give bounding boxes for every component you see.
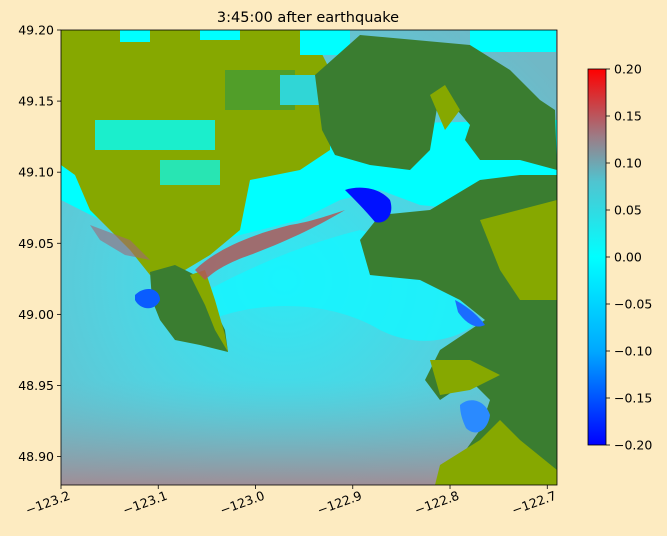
x-tick-label: −123.1 xyxy=(121,488,170,518)
y-axis: 48.90 48.95 49.00 49.05 49.10 49.15 49.20 xyxy=(18,23,61,464)
colorbar-tick-label: −0.15 xyxy=(614,391,652,406)
colorbar-tick-label: −0.10 xyxy=(614,344,652,359)
colorbar-tick-label: 0.05 xyxy=(614,203,642,218)
x-tick-label: −122.7 xyxy=(510,488,559,518)
x-axis: −123.2 −123.1 −123.0 −122.9 −122.8 −122.7 xyxy=(23,485,558,518)
y-tick-label: 48.90 xyxy=(18,449,54,464)
chart-title: 3:45:00 after earthquake xyxy=(217,10,399,26)
y-tick-label: 49.20 xyxy=(18,23,54,38)
y-tick-label: 48.95 xyxy=(18,378,54,393)
y-tick-label: 49.15 xyxy=(18,94,54,109)
colorbar-tick-label: −0.05 xyxy=(614,297,652,312)
colorbar-tick-label: 0.10 xyxy=(614,156,642,171)
plot-frame xyxy=(60,29,558,486)
colorbar-tick-label: 0.20 xyxy=(614,62,642,77)
y-tick-label: 49.05 xyxy=(18,236,54,251)
colorbar-axis: −0.20 −0.15 −0.10 −0.05 0.00 0.05 0.10 0.15 0.20 xyxy=(606,62,652,453)
y-tick-label: 49.10 xyxy=(18,165,54,180)
x-tick-label: −123.2 xyxy=(23,488,72,518)
x-tick-label: −122.9 xyxy=(315,488,364,518)
colorbar-tick-label: 0.00 xyxy=(614,250,642,265)
x-tick-label: −122.8 xyxy=(412,488,461,518)
colorbar xyxy=(587,68,607,446)
heatmap-field xyxy=(61,30,557,485)
x-tick-label: −123.0 xyxy=(218,488,267,518)
colorbar-tick-label: 0.15 xyxy=(614,109,642,124)
y-tick-label: 49.00 xyxy=(18,307,54,322)
colorbar-tick-label: −0.20 xyxy=(614,438,652,453)
